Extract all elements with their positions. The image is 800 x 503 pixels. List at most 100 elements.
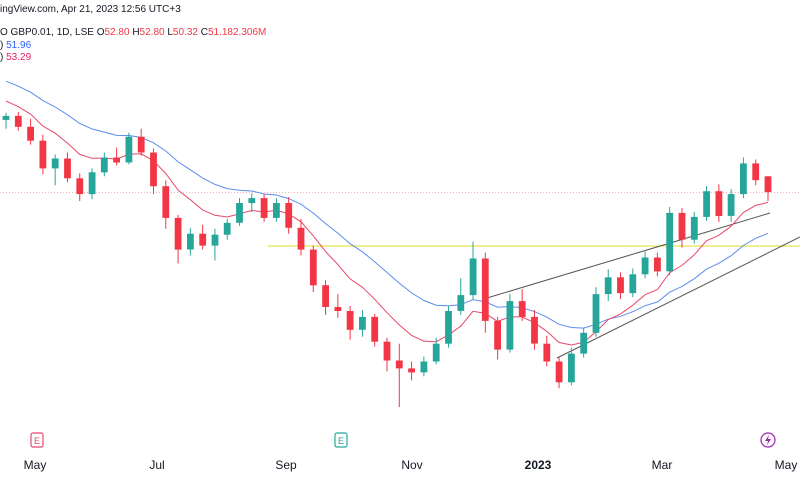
- ma1-value: 51.96: [6, 40, 32, 51]
- x-tick-label: May: [24, 458, 47, 472]
- candle: [162, 180, 170, 229]
- candle: [568, 347, 575, 386]
- candle-body: [580, 332, 588, 354]
- candle: [666, 207, 674, 276]
- candle-body: [690, 216, 698, 240]
- candle: [395, 343, 403, 408]
- candle-body: [27, 126, 34, 141]
- candle: [383, 337, 391, 372]
- candle-body: [445, 311, 452, 344]
- svg-text:E: E: [34, 436, 40, 446]
- candle: [113, 147, 120, 166]
- candle: [371, 313, 379, 347]
- candle-body: [568, 353, 575, 383]
- candle-body: [432, 343, 440, 362]
- candle-body: [273, 203, 280, 218]
- ma-slow-line: [5, 80, 769, 329]
- trendline-lower: [556, 236, 800, 359]
- candle: [297, 218, 305, 256]
- high-label: H: [132, 27, 140, 38]
- candle: [531, 309, 538, 350]
- candle: [137, 128, 145, 156]
- candle-body: [395, 360, 403, 369]
- candle-body: [752, 163, 760, 181]
- candle-body: [174, 217, 182, 250]
- source-line: ingView.com, Apr 21, 2023 12:56 UTC+3: [0, 4, 181, 15]
- candle: [76, 173, 84, 202]
- candle-body: [629, 274, 637, 294]
- candle: [715, 184, 723, 222]
- candle: [174, 214, 182, 264]
- candle-body: [703, 191, 710, 217]
- candle: [469, 241, 477, 301]
- candle: [690, 211, 698, 244]
- earnings-icon[interactable]: E: [30, 432, 44, 448]
- candle: [457, 278, 465, 315]
- svg-text:E: E: [338, 436, 344, 446]
- ma2-legend: ) 53.29: [0, 52, 32, 63]
- candle-body: [740, 163, 747, 195]
- candle: [752, 159, 760, 186]
- candle-body: [764, 176, 772, 193]
- candle: [273, 198, 280, 222]
- candle-body: [592, 294, 600, 333]
- candle: [51, 154, 59, 186]
- candle-body: [506, 301, 514, 350]
- candle: [641, 251, 649, 279]
- candle: [27, 118, 34, 145]
- candle: [260, 194, 268, 222]
- candle-body: [125, 136, 133, 163]
- dividend-icon[interactable]: [760, 432, 776, 448]
- candle-body: [617, 277, 624, 294]
- candle: [64, 152, 71, 183]
- candle-body: [334, 307, 342, 311]
- candle: [518, 289, 526, 321]
- candle: [88, 168, 96, 200]
- candle: [334, 294, 342, 318]
- candle-body: [469, 258, 477, 296]
- candle-body: [150, 152, 157, 187]
- candle-body: [100, 157, 108, 173]
- candle-body: [187, 233, 194, 250]
- x-tick-label: 2023: [525, 458, 552, 472]
- x-tick-label: Sep: [275, 458, 297, 472]
- candle-body: [346, 311, 354, 330]
- candle: [100, 152, 108, 177]
- candle: [727, 189, 735, 222]
- candle-body: [236, 203, 243, 223]
- candle: [506, 294, 514, 353]
- candle: [187, 227, 194, 256]
- close-value: 51.18: [207, 27, 233, 38]
- candle: [592, 287, 600, 337]
- candle-body: [518, 301, 526, 317]
- candle: [654, 252, 661, 277]
- candle-body: [260, 198, 268, 218]
- trendline-upper: [486, 212, 771, 299]
- candle: [322, 280, 329, 315]
- candle: [408, 361, 415, 381]
- close-label: C: [200, 27, 208, 38]
- earnings-icon[interactable]: E: [334, 432, 348, 448]
- candle-body: [309, 249, 317, 286]
- candle-body: [51, 158, 59, 169]
- candle: [604, 269, 612, 302]
- candle: [125, 132, 133, 165]
- candle: [494, 316, 501, 360]
- candle: [2, 112, 10, 129]
- candle-body: [678, 212, 686, 240]
- candle: [309, 245, 317, 293]
- ma-fast-line: [5, 100, 769, 346]
- candle: [740, 157, 747, 199]
- candle-body: [64, 158, 71, 179]
- candle-body: [555, 361, 563, 383]
- candle: [580, 327, 588, 358]
- candle-body: [322, 285, 329, 307]
- candle: [248, 193, 256, 212]
- candle: [555, 357, 563, 389]
- candle-body: [654, 257, 661, 272]
- candle-body: [199, 233, 207, 246]
- candle-body: [223, 222, 231, 235]
- ohlc-line: O GBP0.01, 1D, LSE O52.80 H52.80 L50.32 …: [0, 27, 266, 38]
- x-tick-label: Mar: [652, 458, 673, 472]
